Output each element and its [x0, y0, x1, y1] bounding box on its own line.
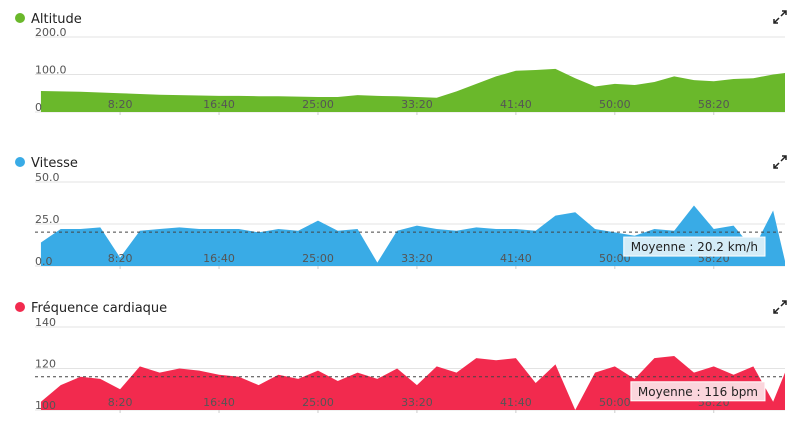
- y-tick-label: 25.0: [35, 213, 60, 226]
- x-tick-label: 8:20: [108, 98, 133, 111]
- annotation-box: [630, 381, 766, 402]
- area: [40, 356, 785, 410]
- area: [40, 68, 785, 112]
- x-tick-label: 41:40: [500, 98, 532, 111]
- x-tick-label: 16:40: [203, 396, 235, 409]
- x-tick-label: 33:20: [401, 396, 433, 409]
- y-tick-label: 120: [35, 358, 56, 371]
- x-tick-label: 8:20: [108, 396, 133, 409]
- annotation: Moyenne : 20.2 km/h: [631, 240, 758, 254]
- chart-title: Vitesse: [31, 156, 78, 171]
- y-tick-label: 0: [35, 101, 42, 114]
- chart: Altitude 0 100.0 200.0 8:20 16:40 25:00 33:20 41…: [15, 12, 785, 115]
- chart: Fréquence cardiaque 100 120 140 8:20 16:40 25:…: [15, 301, 785, 413]
- y-tick-label: 0.0: [35, 255, 53, 268]
- x-tick-label: 16:40: [203, 98, 235, 111]
- legend-dot: [15, 13, 25, 23]
- x-tick-label: 58:20: [698, 98, 730, 111]
- chart-title: Altitude: [31, 12, 82, 27]
- legend-dot: [15, 157, 25, 167]
- x-tick-label: 25:00: [302, 98, 334, 111]
- chart-title: Fréquence cardiaque: [31, 301, 167, 316]
- y-tick-label: 50.0: [35, 171, 60, 184]
- x-tick-label: 50:00: [599, 252, 631, 265]
- annotation: Moyenne : 116 bpm: [638, 385, 758, 399]
- x-tick-label: 16:40: [203, 252, 235, 265]
- chart: Vitesse 0.0 25.0 50.0 8:20 16:40 25:00 33:20 41:…: [15, 156, 785, 269]
- x-tick-label: 25:00: [302, 396, 334, 409]
- area: [40, 205, 785, 266]
- x-tick-label: 50:00: [599, 396, 631, 409]
- x-tick-label: 41:40: [500, 396, 532, 409]
- legend-dot: [15, 302, 25, 312]
- x-tick-label: 41:40: [500, 252, 532, 265]
- x-tick-label: 25:00: [302, 252, 334, 265]
- expand-icons[interactable]: [773, 10, 787, 314]
- annotation-box: [623, 236, 766, 257]
- x-tick-label: 50:00: [599, 98, 631, 111]
- y-tick-label: 200.0: [35, 26, 67, 39]
- y-tick-label: 100: [35, 399, 56, 412]
- y-tick-label: 140: [35, 316, 56, 329]
- y-tick-label: 100.0: [35, 64, 67, 77]
- x-tick-label: 8:20: [108, 252, 133, 265]
- x-tick-label: 33:20: [401, 98, 433, 111]
- x-tick-label: 33:20: [401, 252, 433, 265]
